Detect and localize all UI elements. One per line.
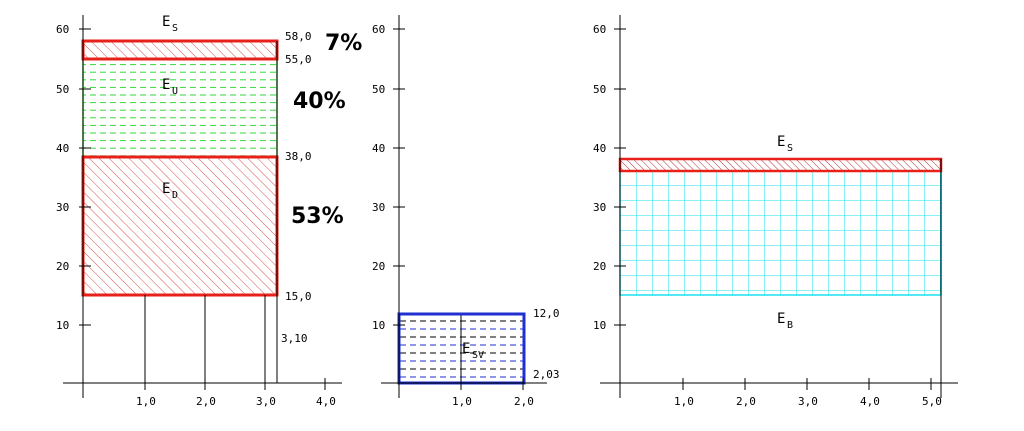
value-310: 3,10: [281, 332, 308, 345]
percent-es: 7%: [325, 31, 362, 56]
y-tick-label: 40: [372, 142, 385, 155]
es-label: E: [777, 134, 785, 150]
x-tick-label: 4,0: [316, 395, 336, 408]
ed-label: E: [162, 181, 170, 197]
percent-eu: 40%: [293, 89, 346, 114]
y-tick-label: 20: [593, 260, 606, 273]
eu-label: E: [162, 77, 170, 93]
es-layer: [618, 157, 943, 173]
eu-label-sub: U: [172, 86, 178, 97]
diagram-2: 10 20 30 40 50 60 1,0 2,0 E SV 12,0 2,03: [372, 15, 560, 408]
es-label-sub: S: [787, 143, 793, 154]
x-tick-label: 3,0: [256, 395, 276, 408]
esv-label: E: [462, 341, 470, 357]
y-tick-label: 20: [372, 260, 385, 273]
y-tick-label: 50: [56, 83, 69, 96]
x-tick-label: 1,0: [136, 395, 156, 408]
ed-layer: [81, 155, 279, 297]
x-tick-label: 3,0: [798, 395, 818, 408]
x-tick-label: 1,0: [452, 395, 472, 408]
value-55: 55,0: [285, 53, 312, 66]
y-tick-label: 50: [593, 83, 606, 96]
x-tick-label: 2,0: [736, 395, 756, 408]
y-tick-label: 20: [56, 260, 69, 273]
x-tick-label: 5,0: [922, 395, 942, 408]
y-tick-label: 10: [593, 319, 606, 332]
y-tick-label: 10: [56, 319, 69, 332]
value-15: 15,0: [285, 290, 312, 303]
y-tick-label: 50: [372, 83, 385, 96]
es-label-sub: S: [172, 23, 178, 34]
diagram-3: 10 20 30 40 50 60 1,0 2,0 3,0 4,0 5,0 E …: [593, 15, 958, 408]
esv-label-sub: SV: [472, 350, 484, 361]
y-tick-label: 40: [593, 142, 606, 155]
diagram-1: 10 20 30 40 50 60 1,0 2,0 3,0 4,0 E S E …: [56, 14, 362, 408]
x-tick-label: 2,0: [196, 395, 216, 408]
es-label: E: [162, 14, 170, 30]
x-tick-label: 2,0: [514, 395, 534, 408]
eu-layer: [82, 58, 278, 158]
value-58: 58,0: [285, 30, 312, 43]
y-tick-label: 60: [372, 23, 385, 36]
ed-label-sub: D: [172, 190, 178, 201]
y-tick-label: 30: [593, 201, 606, 214]
es-layer: [81, 39, 279, 61]
y-tick-label: 60: [593, 23, 606, 36]
eb-label: E: [777, 311, 785, 327]
y-tick-label: 30: [56, 201, 69, 214]
x-tick-label: 4,0: [860, 395, 880, 408]
y-tick-label: 40: [56, 142, 69, 155]
x-tick-label: 1,0: [674, 395, 694, 408]
y-tick-label: 30: [372, 201, 385, 214]
percent-ed: 53%: [291, 204, 344, 229]
value-38: 38,0: [285, 150, 312, 163]
eb-layer: [619, 170, 942, 296]
value-12: 12,0: [533, 307, 560, 320]
value-203: 2,03: [533, 368, 560, 381]
eb-label-sub: B: [787, 320, 793, 331]
y-tick-label: 10: [372, 319, 385, 332]
y-tick-label: 60: [56, 23, 69, 36]
